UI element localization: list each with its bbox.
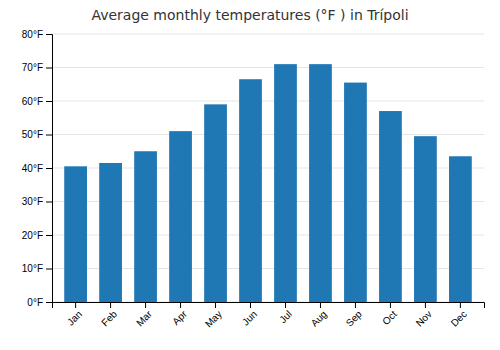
bar [64, 166, 87, 302]
tick-label: 0°F [27, 297, 43, 308]
tick-mark [46, 202, 52, 203]
tick: 70°F [22, 62, 52, 73]
tick-label: Mar [134, 308, 154, 328]
tick-mark [320, 302, 321, 308]
grid-line [52, 34, 484, 35]
tick-label: Sep [344, 308, 365, 329]
tick: Jul [277, 302, 294, 325]
tick-label: Jun [240, 308, 259, 327]
tick: Apr [170, 302, 189, 327]
tick: Dec [449, 302, 469, 329]
tick-mark [46, 135, 52, 136]
tick-label: 20°F [22, 230, 43, 241]
y-axis: 0°F 10°F 20°F 30°F 40°F 50°F 60°F 70°F 80°F [22, 29, 53, 308]
tick-label: Jul [277, 308, 294, 325]
grid-line [52, 101, 484, 102]
bar [379, 111, 402, 302]
tick-mark [46, 302, 52, 303]
tick-mark [250, 302, 251, 308]
plot: 0°F 10°F 20°F 30°F 40°F 50°F 60°F 70°F 80°F Jan Fe… [22, 29, 485, 330]
tick-label: 70°F [22, 62, 43, 73]
tick: May [203, 302, 224, 330]
tick-mark [425, 302, 426, 308]
bar [204, 104, 227, 302]
bars [64, 64, 472, 302]
tick: Sep [344, 302, 365, 329]
tick: 20°F [22, 230, 52, 241]
axis-line [53, 303, 485, 309]
tick-label: Nov [414, 308, 434, 328]
bar [414, 136, 437, 302]
tick-mark [75, 302, 76, 308]
tick: Feb [99, 302, 119, 328]
tick-mark [46, 235, 52, 236]
tick: 40°F [22, 163, 52, 174]
tick: Jan [65, 302, 84, 328]
tick-mark [46, 68, 52, 69]
tick-label: Jan [65, 308, 84, 327]
tick-label: Oct [380, 308, 399, 327]
tick-mark [110, 302, 111, 308]
tick: 10°F [22, 263, 52, 274]
tick-label: May [203, 308, 224, 329]
tick-label: 10°F [22, 263, 43, 274]
tick-mark [46, 168, 52, 169]
bar [309, 64, 332, 302]
bar [99, 163, 122, 302]
tick-label: 50°F [22, 129, 43, 140]
tick: 30°F [22, 196, 52, 207]
tick-mark [390, 302, 391, 308]
tick-label: 40°F [22, 163, 43, 174]
tick-mark [460, 302, 461, 308]
tick-mark [46, 269, 52, 270]
tick: Jun [240, 302, 259, 328]
tick: Mar [134, 302, 154, 328]
tick-label: 30°F [22, 196, 43, 207]
tick: 0°F [27, 297, 52, 308]
bar [274, 64, 297, 302]
tick: Oct [380, 302, 399, 327]
tick-mark [145, 302, 146, 308]
x-axis: Jan Feb Mar Apr May Jun Jul Aug Sep Oct Nov Dec [53, 302, 485, 330]
tick-mark [180, 302, 181, 308]
bar [449, 156, 472, 302]
tick: Nov [414, 302, 434, 329]
tick-label: 60°F [22, 96, 43, 107]
tick-mark [46, 101, 52, 102]
grid [52, 34, 484, 302]
grid-line [52, 134, 484, 135]
tick-label: Aug [309, 308, 329, 328]
tick: 60°F [22, 96, 52, 107]
bar [134, 151, 157, 302]
bar [344, 83, 367, 302]
axis-line [46, 35, 53, 303]
tick: 80°F [22, 29, 52, 40]
tick-mark [355, 302, 356, 308]
tick-label: Apr [170, 308, 189, 327]
tick-label: Feb [99, 308, 119, 328]
tick-mark [46, 34, 52, 35]
tick-label: Dec [449, 308, 469, 328]
tick: Aug [309, 302, 329, 329]
title: Average monthly temperatures (°F ) in Tr… [91, 7, 408, 23]
chart: 0°F 10°F 20°F 30°F 40°F 50°F 60°F 70°F 80°F Jan Fe… [0, 0, 500, 350]
bar [239, 79, 262, 302]
tick-label: 80°F [22, 29, 43, 40]
tick: 50°F [22, 129, 52, 140]
bar [169, 131, 192, 302]
grid-line [52, 67, 484, 68]
tick-mark [215, 302, 216, 308]
tick-mark [285, 302, 286, 308]
